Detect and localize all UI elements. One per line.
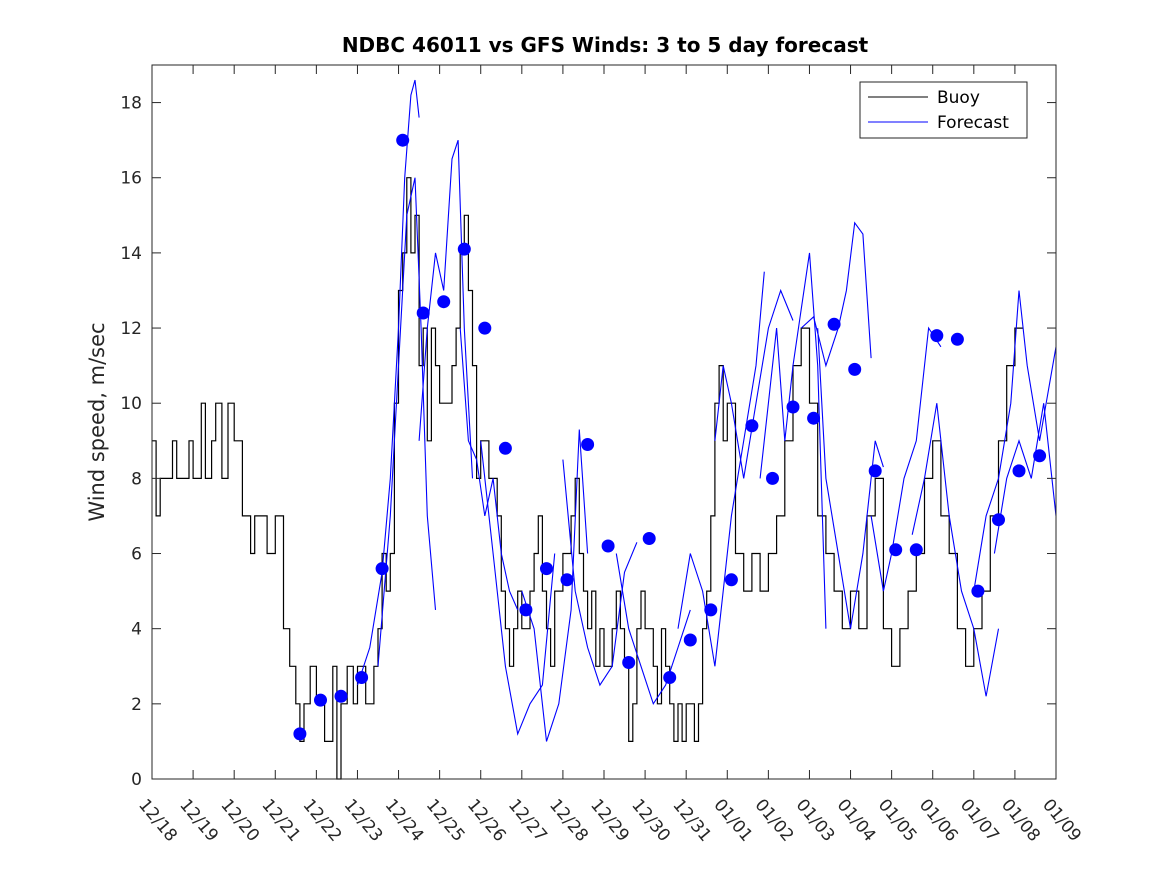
- y-tick-label: 0: [131, 770, 142, 790]
- forecast-line-13: [817, 328, 884, 629]
- forecast-point-17: [622, 656, 636, 669]
- forecast-line-17: [993, 403, 1057, 554]
- forecast-point-4: [355, 671, 369, 684]
- y-tick-label: 4: [131, 620, 142, 640]
- forecast-point-32: [930, 329, 944, 343]
- buoy-series-line: [152, 177, 1024, 780]
- forecast-point-1: [293, 727, 307, 741]
- legend-box: [859, 81, 1028, 139]
- forecast-point-37: [1033, 449, 1047, 463]
- forecast-point-20: [683, 633, 697, 647]
- forecast-line-15: [911, 403, 1000, 697]
- legend-buoy-label: Buoy: [937, 88, 980, 108]
- forecast-point-35: [992, 513, 1005, 527]
- legend-forecast-label: Forecast: [937, 113, 1009, 133]
- chart-title: NDBC 46011 vs GFS Winds: 3 to 5 day fore…: [342, 33, 869, 57]
- forecast-line-8: [615, 553, 691, 706]
- y-tick-label: 10: [120, 394, 142, 414]
- forecast-line-4: [459, 328, 519, 611]
- forecast-point-28: [848, 362, 862, 376]
- forecast-line-6: [521, 429, 589, 742]
- forecast-point-9: [457, 242, 471, 256]
- y-tick-label: 16: [120, 169, 142, 189]
- y-tick-label: 2: [131, 695, 142, 715]
- forecast-point-24: [766, 471, 779, 485]
- forecast-point-5: [375, 562, 389, 576]
- forecast-line-1: [356, 79, 420, 686]
- forecast-line-10: [714, 288, 794, 479]
- forecast-line-2: [377, 177, 437, 667]
- forecast-point-2: [314, 693, 327, 707]
- plot-area: 02468101214161812/1812/1912/2012/2112/22…: [120, 64, 1085, 846]
- forecast-point-3: [334, 689, 348, 703]
- forecast-point-30: [889, 543, 903, 557]
- y-tick-label: 18: [120, 94, 142, 114]
- forecast-point-18: [642, 532, 656, 545]
- forecast-point-6: [396, 133, 410, 147]
- forecast-point-26: [807, 411, 821, 425]
- forecast-line-14: [870, 326, 942, 592]
- forecast-point-29: [868, 464, 882, 478]
- forecast-point-11: [498, 441, 512, 455]
- forecast-point-19: [663, 671, 677, 684]
- forecast-point-22: [724, 573, 738, 587]
- forecast-point-15: [581, 438, 595, 451]
- forecast-line-16: [973, 290, 1057, 592]
- forecast-point-16: [601, 539, 615, 553]
- y-tick-label: 14: [120, 244, 142, 264]
- plot-background: [152, 65, 1056, 779]
- forecast-point-31: [909, 543, 923, 557]
- forecast-point-10: [478, 321, 492, 335]
- y-tick-label: 6: [131, 545, 142, 565]
- y-tick-label: 8: [131, 469, 142, 489]
- forecast-line-7: [562, 459, 638, 687]
- y-tick-label: 12: [120, 319, 142, 339]
- forecast-point-14: [560, 573, 574, 587]
- series-layer: [152, 79, 1057, 780]
- forecast-point-23: [745, 419, 759, 433]
- forecast-line-12: [800, 221, 872, 368]
- y-axis-label: Wind speed, m/sec: [85, 322, 109, 521]
- forecast-point-36: [1012, 464, 1026, 478]
- legend: Buoy Forecast: [859, 81, 1028, 139]
- forecast-point-12: [519, 603, 533, 617]
- forecast-line-9: [677, 271, 765, 667]
- forecast-line-11: [759, 252, 827, 629]
- forecast-point-13: [540, 562, 553, 576]
- forecast-line-5: [480, 440, 556, 736]
- forecast-point-8: [437, 295, 451, 309]
- forecast-point-33: [950, 332, 964, 346]
- forecast-point-34: [971, 584, 985, 598]
- forecast-point-25: [786, 400, 800, 414]
- forecast-point-27: [827, 317, 841, 331]
- forecast-point-21: [704, 603, 718, 617]
- forecast-point-7: [416, 306, 430, 320]
